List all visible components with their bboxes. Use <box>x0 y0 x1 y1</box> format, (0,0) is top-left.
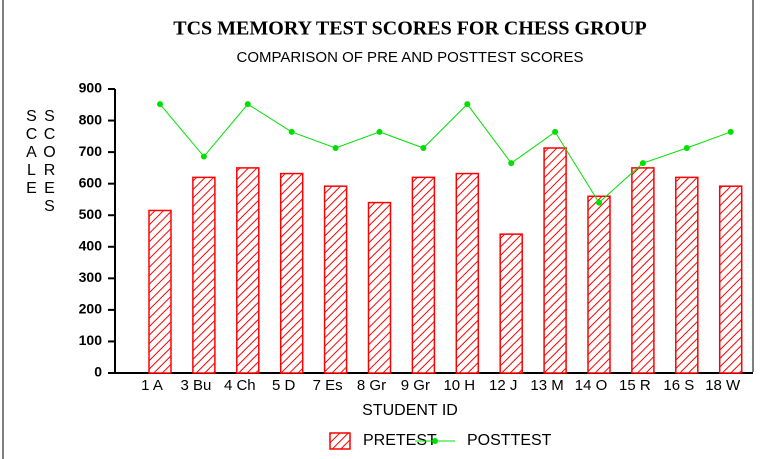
bar <box>499 233 523 374</box>
x-tick-label: 10 H <box>443 377 475 394</box>
point <box>288 128 295 135</box>
y-tick-label: 0 <box>94 364 102 380</box>
point <box>157 101 163 108</box>
x-tick-label: 13 M <box>530 377 563 394</box>
x-tick-label: 1 A <box>141 377 163 394</box>
x-tick-label: 9 Gr <box>401 377 430 394</box>
legend-label: POSTTEST <box>467 432 552 449</box>
bar <box>367 201 392 374</box>
x-tick-label: 5 D <box>272 377 296 394</box>
x-tick-label: 3 Bu <box>180 377 211 394</box>
legend-label: PRETEST <box>363 432 437 449</box>
bar <box>718 185 743 374</box>
point <box>376 128 383 135</box>
bar <box>675 176 699 374</box>
bar <box>236 167 260 374</box>
y-axis-label: SCALE SCORES <box>23 108 58 216</box>
y-tick-label: 300 <box>79 269 103 285</box>
y-tick-label: 200 <box>79 301 103 317</box>
bar <box>323 185 348 374</box>
legend-swatch <box>329 432 351 450</box>
point <box>200 153 207 160</box>
y-tick-label: 700 <box>79 143 103 159</box>
point <box>683 145 690 152</box>
x-tick-label: 4 Ch <box>224 377 256 394</box>
bar <box>455 172 480 374</box>
bar <box>192 176 216 374</box>
bar <box>631 167 655 374</box>
point <box>332 145 339 152</box>
y-tick-label: 400 <box>79 237 103 253</box>
point <box>596 199 602 206</box>
chart-subtitle: COMPARISON OF PRE AND POSTTEST SCORES <box>237 49 584 66</box>
chart-title: TCS MEMORY TEST SCORES FOR CHESS GROUP <box>173 18 646 40</box>
x-tick-label: 16 S <box>663 377 694 394</box>
y-tick-label: 500 <box>79 206 103 222</box>
y-tick-label: 100 <box>79 332 103 348</box>
bar <box>587 195 611 374</box>
point <box>639 160 646 167</box>
point <box>464 101 471 108</box>
x-tick-label: 12 J <box>489 377 517 394</box>
point <box>552 128 559 135</box>
legend-swatch <box>432 438 438 444</box>
x-tick-label: 15 R <box>619 377 651 394</box>
bar <box>148 209 172 374</box>
y-tick-label: 600 <box>79 174 103 190</box>
x-tick-label: 8 Gr <box>357 377 386 394</box>
x-axis-label: STUDENT ID <box>362 402 458 419</box>
point <box>420 145 427 152</box>
x-tick-label: 7 Es <box>313 377 343 394</box>
y-tick-label: 900 <box>79 80 103 96</box>
bar <box>543 147 567 374</box>
line <box>159 103 731 204</box>
bar <box>411 176 436 374</box>
point <box>244 101 251 108</box>
point <box>727 128 734 135</box>
x-tick-label: 14 O <box>575 377 608 394</box>
y-tick-label: 800 <box>79 111 103 127</box>
bar <box>279 172 304 374</box>
x-tick-label: 18 W <box>705 377 741 394</box>
point <box>508 160 515 167</box>
